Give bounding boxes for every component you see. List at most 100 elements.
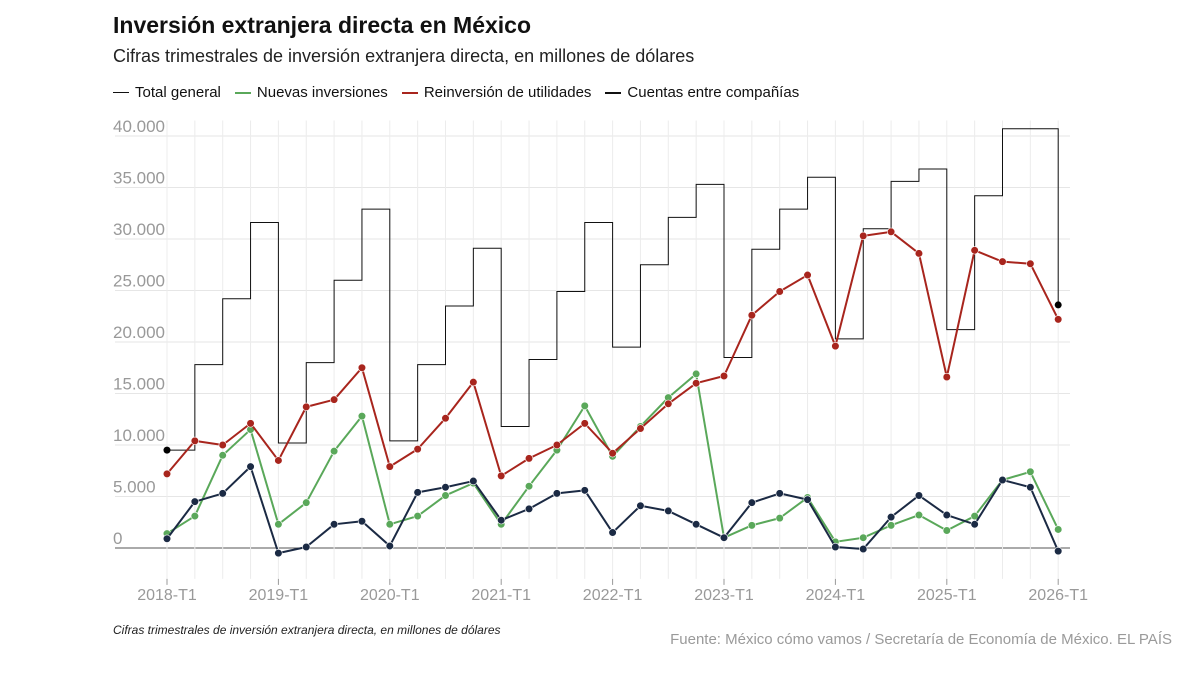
point-reinversion-utilidades	[524, 454, 534, 463]
point-cuentas-companias	[524, 504, 534, 513]
point-cuentas-companias	[441, 483, 450, 492]
chart-subtitle: Cifras trimestrales de inversión extranj…	[113, 46, 695, 66]
x-tick-label: 2025-T1	[917, 587, 977, 604]
point-reinversion-utilidades	[441, 414, 450, 423]
point-cuentas-companias	[1054, 546, 1063, 556]
point-nuevas-inversiones	[775, 514, 784, 523]
point-reinversion-utilidades	[998, 257, 1007, 266]
chart-note: Cifras trimestrales de inversión extranj…	[113, 623, 501, 637]
point-reinversion-utilidades	[831, 342, 840, 351]
legend-label-reinversion: Reinversión de utilidades	[423, 84, 592, 101]
point-reinversion-utilidades	[636, 424, 645, 433]
point-nuevas-inversiones	[302, 498, 311, 507]
legend: Total general Nuevas inversiones Reinver…	[113, 84, 799, 101]
point-reinversion-utilidades	[162, 469, 172, 478]
point-reinversion-utilidades	[747, 311, 756, 320]
point-nuevas-inversiones	[330, 447, 339, 456]
point-reinversion-utilidades	[914, 249, 924, 258]
point-cuentas-companias	[580, 486, 589, 495]
point-reinversion-utilidades	[1054, 315, 1063, 324]
x-tick-label: 2020-T1	[360, 587, 420, 604]
point-cuentas-companias	[385, 541, 394, 551]
point-reinversion-utilidades	[274, 456, 283, 465]
point-cuentas-companias	[1026, 483, 1035, 492]
point-cuentas-companias	[775, 489, 784, 498]
point-cuentas-companias	[608, 528, 617, 537]
point-nuevas-inversiones	[747, 521, 756, 530]
legend-swatch-reinversion	[401, 91, 418, 94]
point-cuentas-companias	[190, 497, 199, 506]
point-reinversion-utilidades	[385, 462, 394, 471]
point-nuevas-inversiones	[692, 369, 701, 379]
point-nuevas-inversiones	[385, 520, 394, 529]
point-reinversion-utilidades	[330, 395, 339, 404]
point-cuentas-companias	[664, 506, 673, 516]
y-tick-label: 40.000	[113, 117, 165, 136]
point-nuevas-inversiones	[1054, 525, 1063, 534]
point-reinversion-utilidades	[970, 246, 979, 255]
point-nuevas-inversiones	[942, 526, 951, 535]
point-reinversion-utilidades	[469, 378, 478, 387]
point-reinversion-utilidades	[664, 399, 673, 408]
y-tick-label: 10.000	[113, 426, 165, 445]
y-tick-label: 0	[113, 529, 122, 548]
point-reinversion-utilidades	[413, 445, 422, 454]
y-tick-label: 25.000	[113, 272, 165, 291]
point-cuentas-companias	[692, 520, 701, 529]
point-cuentas-companias	[357, 517, 367, 526]
y-tick-label: 20.000	[113, 323, 165, 342]
point-reinversion-utilidades	[552, 440, 562, 450]
point-nuevas-inversiones	[886, 521, 896, 530]
point-nuevas-inversiones	[190, 511, 199, 521]
point-nuevas-inversiones	[413, 511, 422, 521]
point-reinversion-utilidades	[608, 449, 617, 458]
point-cuentas-companias	[803, 495, 812, 504]
point-cuentas-companias	[413, 488, 422, 497]
legend-item-total: Total general	[113, 84, 221, 101]
y-tick-label: 15.000	[113, 375, 165, 394]
point-reinversion-utilidades	[218, 440, 227, 450]
point-cuentas-companias	[497, 516, 506, 525]
point-cuentas-companias	[719, 533, 729, 542]
point-cuentas-companias	[330, 520, 339, 529]
series-line-total-general	[167, 128, 1059, 451]
legend-item-nuevas: Nuevas inversiones	[234, 84, 388, 101]
x-tick-label: 2022-T1	[583, 587, 643, 604]
legend-label-nuevas: Nuevas inversiones	[256, 84, 388, 101]
endpoint-total-general	[1054, 301, 1062, 309]
point-reinversion-utilidades	[886, 227, 896, 236]
point-nuevas-inversiones	[914, 510, 924, 520]
legend-item-reinversion: Reinversión de utilidades	[401, 84, 592, 101]
legend-item-cuentas: Cuentas entre compañías	[605, 84, 799, 101]
point-reinversion-utilidades	[719, 371, 729, 381]
x-tick-label: 2019-T1	[249, 587, 309, 604]
legend-swatch-cuentas	[605, 91, 622, 94]
x-tick-label: 2018-T1	[137, 587, 197, 604]
legend-label-cuentas: Cuentas entre compañías	[627, 84, 800, 101]
point-reinversion-utilidades	[497, 471, 506, 481]
point-reinversion-utilidades	[357, 363, 367, 372]
point-reinversion-utilidades	[302, 402, 311, 411]
point-nuevas-inversiones	[524, 482, 534, 491]
x-tick-label: 2024-T1	[806, 587, 866, 604]
point-cuentas-companias	[970, 520, 979, 529]
point-reinversion-utilidades	[692, 379, 701, 388]
legend-swatch-total	[113, 92, 129, 93]
x-tick-label: 2023-T1	[694, 587, 754, 604]
point-reinversion-utilidades	[246, 419, 255, 428]
y-tick-label: 35.000	[113, 169, 165, 188]
point-nuevas-inversiones	[357, 412, 367, 421]
point-cuentas-companias	[469, 476, 478, 486]
point-cuentas-companias	[914, 491, 924, 500]
point-cuentas-companias	[552, 489, 562, 498]
point-cuentas-companias	[274, 549, 283, 558]
point-cuentas-companias	[859, 544, 868, 554]
point-reinversion-utilidades	[859, 231, 868, 241]
point-cuentas-companias	[998, 475, 1007, 485]
point-cuentas-companias	[831, 542, 840, 552]
chart-title: Inversión extranjera directa en México	[113, 12, 532, 38]
legend-label-total: Total general	[135, 84, 221, 101]
y-tick-label: 30.000	[113, 220, 165, 239]
point-reinversion-utilidades	[775, 287, 784, 296]
